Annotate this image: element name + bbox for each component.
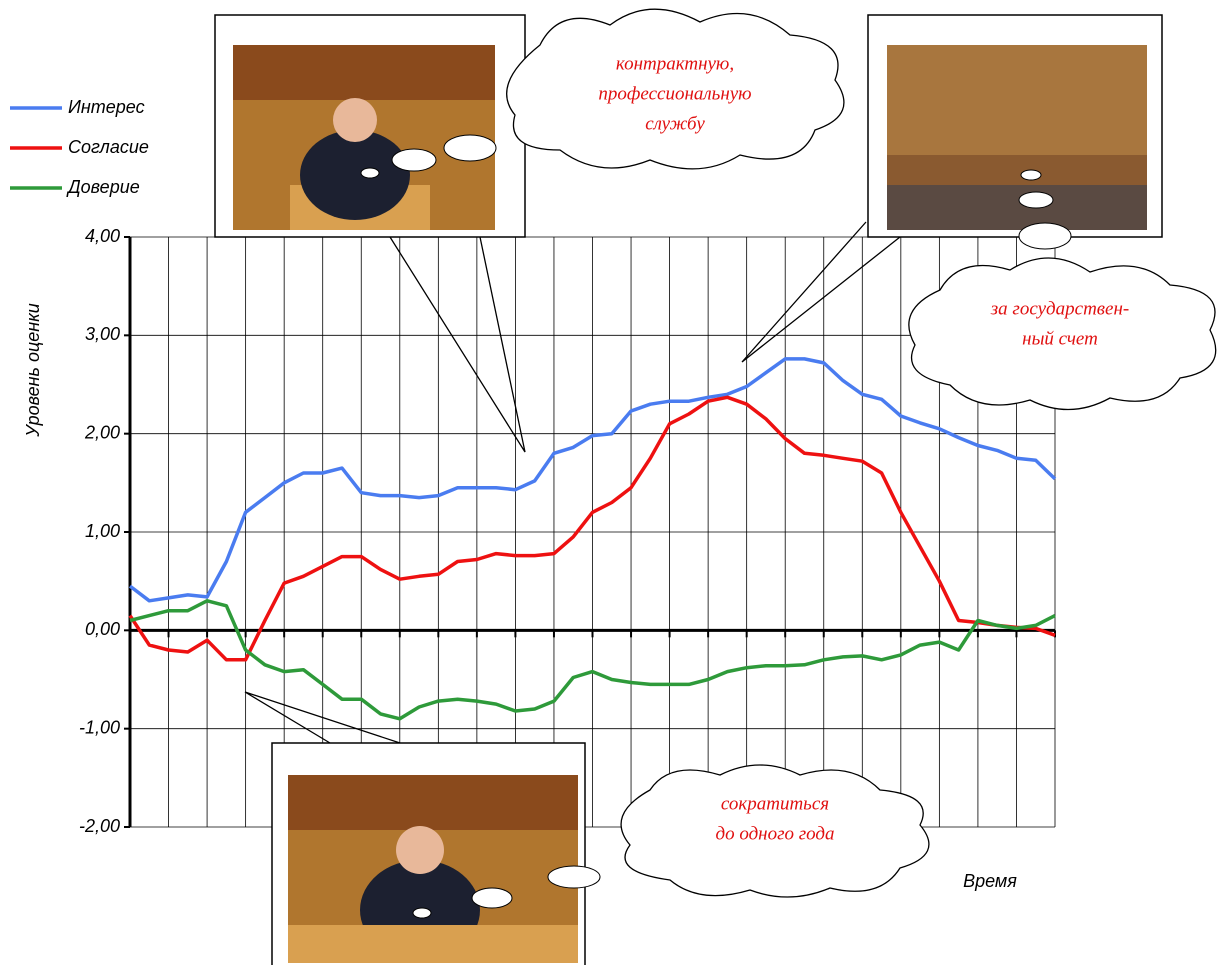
annotation: сократиться (721, 793, 829, 814)
plot (128, 357, 1057, 721)
callout-pointer (741, 221, 901, 363)
y-tick-label: 4,00 (85, 226, 120, 246)
legend-label: Интерес (68, 97, 145, 117)
y-tick-label: 0,00 (85, 619, 120, 639)
callout-pointer (244, 691, 401, 744)
callout-pointer (389, 236, 526, 453)
line (128, 395, 1056, 662)
annotation: ный счет (1022, 328, 1098, 349)
annotation: за государствен- (990, 298, 1129, 319)
y-axis-label: Уровень оценки (23, 303, 43, 437)
photo-box (271, 742, 601, 965)
cloud (506, 8, 1217, 898)
annotation: контрактную, (616, 53, 734, 74)
photo-box (867, 14, 1163, 250)
annotation: службу (645, 113, 705, 134)
x-axis-label: Время (963, 871, 1017, 891)
legend-label: Согласие (68, 137, 149, 157)
legend: Интерес Согласие Доверие (10, 97, 149, 197)
line (129, 599, 1056, 721)
y-tick-label: -2,00 (79, 816, 120, 836)
annotation: профессиональную (598, 83, 751, 104)
legend-label: Доверие (66, 177, 140, 197)
callouts (244, 221, 901, 744)
y-tick-label: -1,00 (79, 717, 120, 737)
y-tick-label: 3,00 (85, 324, 120, 344)
line (128, 357, 1057, 603)
y-tick-label: 2,00 (84, 422, 120, 442)
y-tick-label: 1,00 (85, 521, 120, 541)
annotation: до одного года (715, 823, 834, 844)
photo-box (214, 14, 526, 238)
